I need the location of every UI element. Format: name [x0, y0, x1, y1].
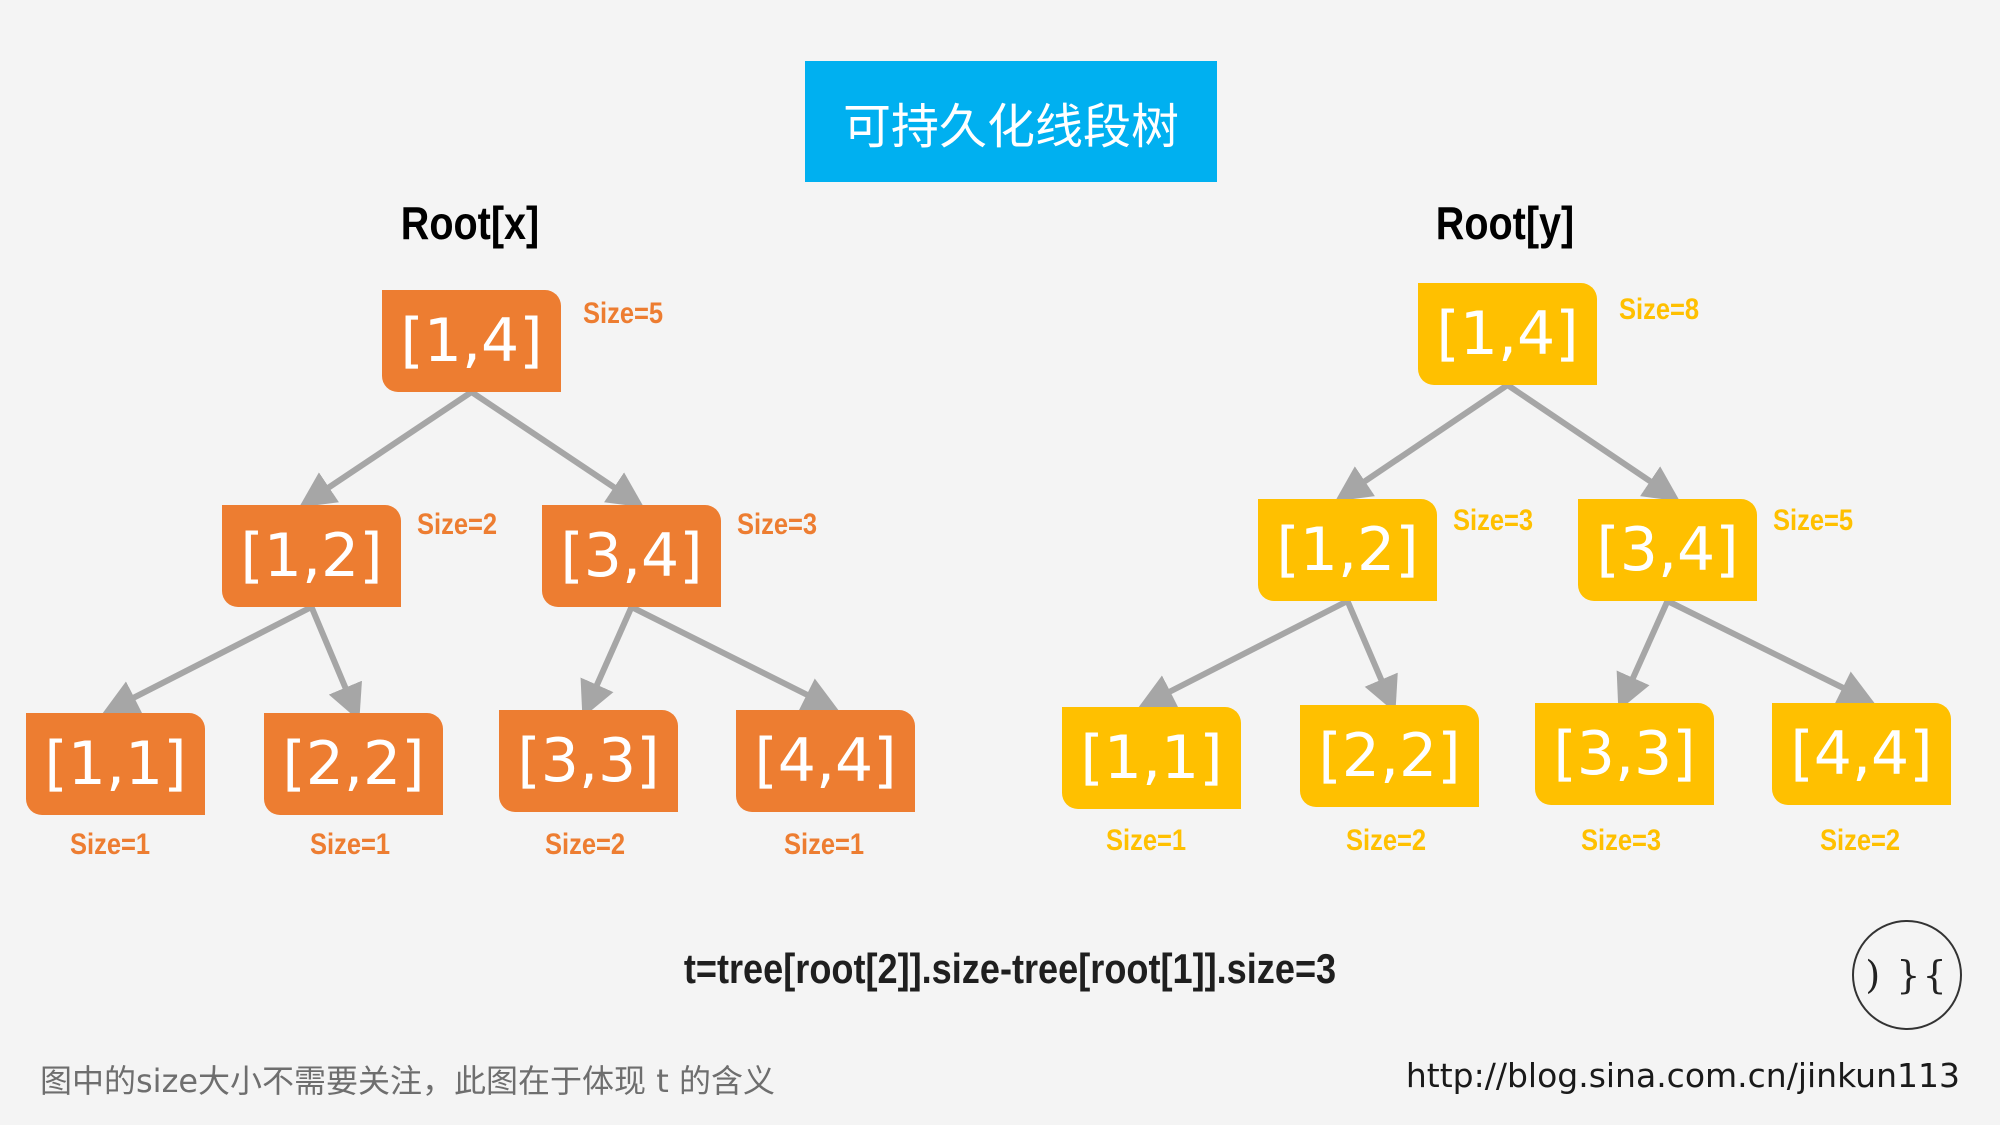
edge-x-3-4-to-4-4 — [630, 604, 839, 711]
tree-y-size-3-4: Size=5 — [1773, 504, 1854, 537]
edge-x-1-2-to-2-2 — [308, 605, 362, 721]
footnote-text: 图中的size大小不需要关注，此图在于体现 t 的含义 — [40, 1062, 775, 1100]
edge-y-1-4-to-1-2 — [1335, 382, 1510, 502]
blog-logo: ) }{ — [1852, 920, 1962, 1030]
tree-x-node-4-4: [4,4] — [736, 710, 915, 812]
tree-x-size-1-1: Size=1 — [70, 828, 151, 861]
edge-y-1-2-to-1-1 — [1138, 598, 1349, 708]
tree-x-size-4-4: Size=1 — [784, 828, 865, 861]
tree-x-size-1-4: Size=5 — [583, 297, 664, 330]
diagram-title: 可持久化线段树 — [805, 61, 1217, 182]
tree-y-node-3-3: [3,3] — [1535, 703, 1714, 805]
tree-y-node-2-2: [2,2] — [1300, 705, 1479, 807]
tree-y-size-3-3: Size=3 — [1581, 824, 1662, 857]
tree-x-size-3-4: Size=3 — [737, 508, 818, 541]
edge-y-1-4-to-3-4 — [1505, 382, 1680, 502]
edge-y-3-4-to-3-3 — [1616, 599, 1671, 711]
edge-x-1-2-to-1-1 — [102, 604, 313, 714]
tree-x-node-1-4: [1,4] — [382, 290, 561, 392]
tree-x-size-1-2: Size=2 — [417, 508, 498, 541]
edge-x-1-4-to-1-2 — [299, 389, 474, 508]
root-y-label: Root[y] — [1435, 197, 1575, 249]
tree-x-node-3-4: [3,4] — [542, 505, 721, 607]
tree-y-size-2-2: Size=2 — [1346, 824, 1427, 857]
tree-y-node-1-2: [1,2] — [1258, 499, 1437, 601]
source-url[interactable]: http://blog.sina.com.cn/jinkun113 — [1405, 1056, 1960, 1095]
tree-y-size-1-1: Size=1 — [1106, 824, 1187, 857]
tree-x-node-1-2: [1,2] — [222, 505, 401, 607]
tree-y-size-1-4: Size=8 — [1619, 293, 1700, 326]
tree-x-node-1-1: [1,1] — [26, 713, 205, 815]
tree-x-size-3-3: Size=2 — [545, 828, 626, 861]
edge-x-1-4-to-3-4 — [469, 389, 644, 508]
edge-y-1-2-to-2-2 — [1344, 599, 1398, 713]
formula-text: t=tree[root[2]].size-tree[root[1]].size=… — [683, 945, 1337, 992]
tree-y-node-3-4: [3,4] — [1578, 499, 1757, 601]
edge-x-3-4-to-3-3 — [580, 605, 635, 718]
tree-y-node-1-1: [1,1] — [1062, 707, 1241, 809]
tree-x-node-2-2: [2,2] — [264, 713, 443, 815]
edge-y-3-4-to-4-4 — [1666, 598, 1875, 704]
tree-y-size-1-2: Size=3 — [1453, 504, 1534, 537]
tree-y-size-4-4: Size=2 — [1820, 824, 1901, 857]
tree-x-size-2-2: Size=1 — [310, 828, 391, 861]
tree-x-node-3-3: [3,3] — [499, 710, 678, 812]
root-x-label: Root[x] — [400, 197, 540, 249]
tree-y-node-4-4: [4,4] — [1772, 703, 1951, 805]
logo-glyphs: ) }{ — [1865, 953, 1949, 997]
tree-y-node-1-4: [1,4] — [1418, 283, 1597, 385]
